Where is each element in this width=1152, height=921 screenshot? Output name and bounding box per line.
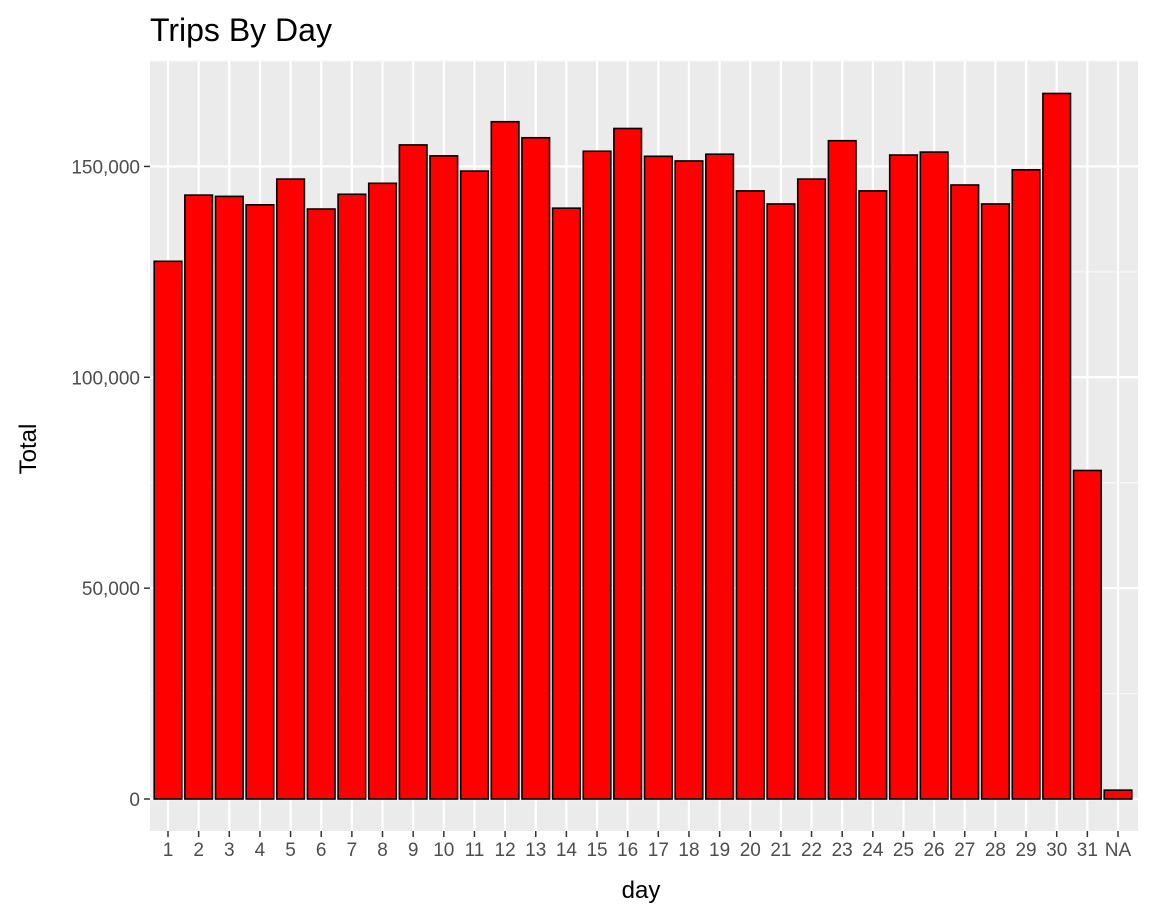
bar-day-5 [275, 178, 306, 800]
x-tick-label: 3 [224, 840, 235, 861]
x-tick-label: 26 [924, 840, 945, 861]
bar-day-27 [950, 184, 980, 800]
bar-day-23 [827, 139, 857, 800]
bar-day-31 [1072, 469, 1102, 800]
x-tick-label: 15 [586, 840, 607, 861]
x-tick-label: 10 [433, 840, 454, 861]
x-tick-label: 12 [495, 840, 516, 861]
bar-day-15 [582, 150, 612, 800]
x-tick-label: 31 [1077, 840, 1098, 861]
bar-day-6 [306, 208, 336, 800]
bar-day-13 [521, 136, 551, 800]
chart-title: Trips By Day [150, 12, 332, 48]
bar-day-16 [613, 127, 643, 800]
y-axis: 0 50,000 100,000 150,000 [71, 157, 150, 811]
bar-day-28 [980, 203, 1011, 800]
bar-day-22 [796, 178, 827, 800]
bar-day-25 [888, 154, 919, 800]
x-tick-label: 4 [255, 840, 266, 861]
bar-day-18 [674, 160, 704, 800]
bar-day-26 [919, 151, 949, 800]
y-axis-title: Total [15, 424, 42, 475]
x-tick-label: 11 [465, 840, 485, 861]
bar-day-7 [337, 193, 367, 800]
x-tick-label: 29 [1015, 840, 1036, 861]
bar-day-NA [1103, 789, 1133, 800]
x-axis: 1 2 3 4 5 6 7 8 9 10 11 12 13 14 15 16 17 18 19 20 21 22 23 24 2… [163, 831, 1132, 861]
x-tick-label: 13 [525, 840, 546, 861]
x-tick-label: 8 [377, 840, 388, 861]
x-tick-label: 20 [740, 840, 761, 861]
y-tick-label: 150,000 [71, 157, 140, 178]
bar-day-24 [858, 190, 888, 800]
bar-day-29 [1011, 169, 1041, 800]
x-tick-label: 1 [163, 840, 174, 861]
bar-day-30 [1042, 92, 1072, 800]
bar-day-14 [551, 207, 581, 800]
bar-day-19 [705, 153, 735, 800]
x-tick-label: 5 [285, 840, 296, 861]
bar-day-8 [367, 182, 398, 800]
bar-day-3 [214, 195, 244, 800]
x-tick-label: 27 [954, 840, 975, 861]
x-tick-label: 6 [316, 840, 327, 861]
x-tick-label: 22 [801, 840, 822, 861]
y-tick-label: 50,000 [82, 579, 140, 600]
bar-day-1 [153, 260, 183, 800]
x-tick-label: 14 [556, 840, 578, 861]
x-tick-label: 18 [678, 840, 699, 861]
x-axis-title: day [622, 877, 661, 904]
bar-day-21 [766, 203, 796, 800]
x-tick-label: 30 [1046, 840, 1067, 861]
x-tick-label: NA [1105, 840, 1132, 861]
x-tick-label: 2 [193, 840, 204, 861]
x-tick-label: 16 [617, 840, 638, 861]
bar-day-12 [490, 120, 520, 800]
x-tick-label: 7 [347, 840, 358, 861]
x-tick-label: 24 [862, 840, 884, 861]
x-tick-label: 28 [985, 840, 1006, 861]
y-tick-label: 100,000 [71, 368, 140, 389]
bar-day-4 [245, 204, 275, 800]
x-tick-label: 19 [709, 840, 730, 861]
y-tick-label: 0 [129, 790, 140, 811]
bar-day-20 [735, 190, 765, 800]
bar-day-17 [643, 155, 673, 800]
x-tick-label: 17 [648, 840, 669, 861]
bar-day-9 [398, 144, 428, 800]
x-tick-label: 21 [770, 840, 791, 861]
x-tick-label: 23 [832, 840, 853, 861]
bar-day-2 [184, 194, 214, 800]
bar-series [153, 92, 1133, 800]
bar-day-10 [429, 155, 459, 800]
x-tick-label: 25 [893, 840, 914, 861]
bar-day-11 [459, 170, 490, 800]
x-tick-label: 9 [408, 840, 419, 861]
